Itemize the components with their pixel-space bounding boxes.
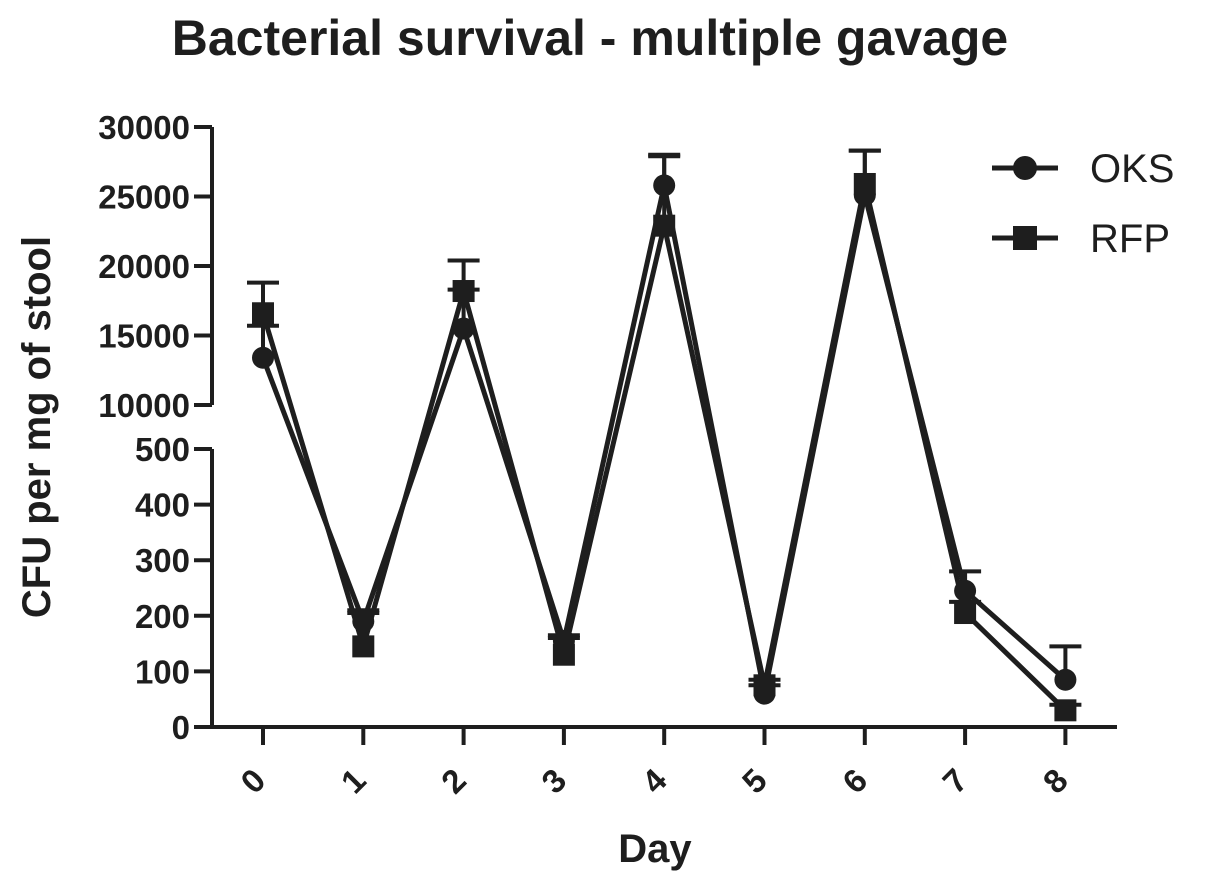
y-lower-tick-label: 100 (135, 653, 190, 690)
x-axis-label: Day (618, 827, 692, 871)
point-oks (653, 174, 676, 197)
x-tick-label: 4 (634, 761, 674, 801)
y-lower-tick-label: 500 (135, 431, 190, 468)
x-tick-label: 8 (1036, 761, 1075, 800)
series-line-rfp (260, 183, 1068, 713)
point-oks (1054, 668, 1077, 691)
x-tick-label: 2 (434, 761, 473, 800)
legend: OKS RFP (992, 147, 1174, 261)
y-lower-tick-label: 300 (135, 542, 190, 579)
point-oks (452, 317, 475, 340)
x-tick-label: 6 (835, 761, 874, 800)
x-tick-label: 5 (735, 761, 774, 800)
point-oks (252, 346, 274, 369)
y-lower-tick-label: 0 (172, 709, 190, 746)
legend-marker-rfp (1013, 226, 1037, 250)
legend-label-oks: OKS (1090, 147, 1174, 191)
x-tick-label: 3 (534, 761, 573, 800)
chart-title: Bacterial survival - multiple gavage (172, 10, 1008, 66)
point-oks (954, 579, 977, 602)
legend-marker-oks (1013, 156, 1037, 180)
y-upper-tick-label: 30000 (98, 109, 190, 146)
point-rfp (753, 674, 776, 697)
legend-label-rfp: RFP (1090, 217, 1170, 261)
point-rfp (452, 280, 475, 303)
point-rfp (352, 635, 375, 658)
y-upper-tick-label: 10000 (98, 387, 190, 424)
x-tick-label: 7 (935, 761, 974, 800)
point-rfp (252, 302, 274, 325)
y-upper-tick-label: 25000 (98, 179, 190, 216)
y-upper-tick-label: 20000 (98, 248, 190, 285)
series-line-oks (260, 184, 1068, 695)
y-lower-tick-label: 400 (135, 487, 190, 524)
series-markers (252, 172, 1077, 722)
series-lines (260, 183, 1068, 713)
point-rfp (653, 214, 676, 237)
x-tick-label: 1 (334, 761, 373, 800)
point-rfp (853, 172, 876, 195)
y-upper-tick-label: 15000 (98, 318, 190, 355)
x-tick-label: 0 (233, 761, 272, 800)
point-rfp (552, 643, 575, 666)
axes: 1000015000200002500030000010020030040050… (98, 109, 1117, 800)
y-lower-tick-label: 200 (135, 598, 190, 635)
point-rfp (1054, 699, 1077, 722)
point-rfp (954, 602, 977, 625)
y-axis-label: CFU per mg of stool (15, 236, 59, 618)
point-oks (352, 610, 375, 633)
